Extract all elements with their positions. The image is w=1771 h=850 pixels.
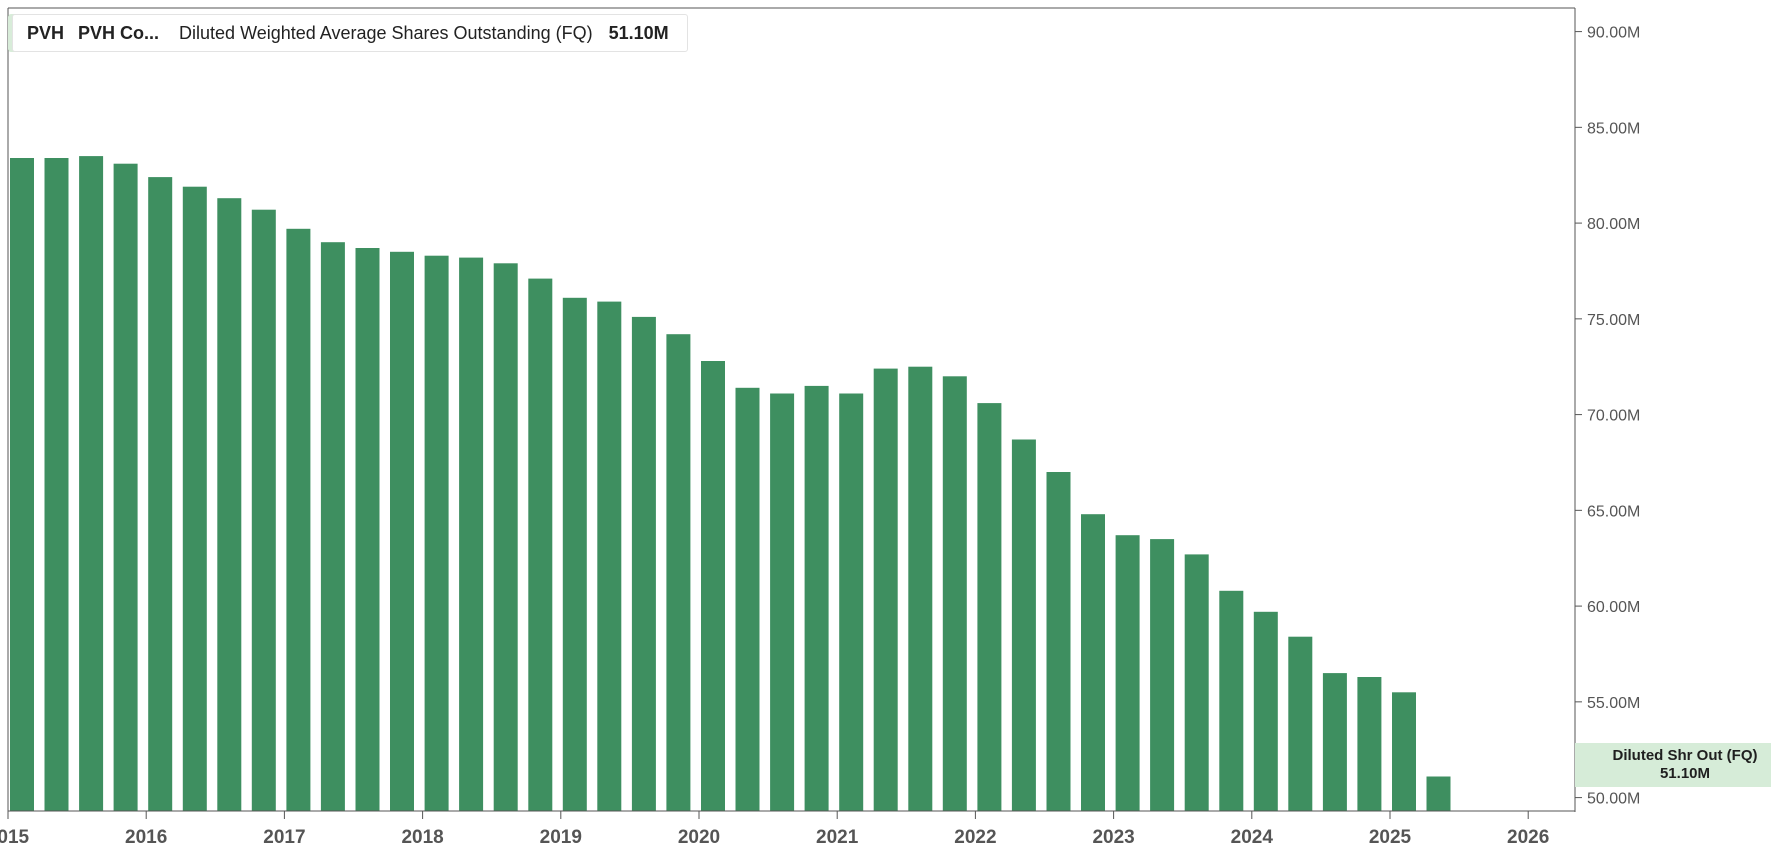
bar[interactable] [908, 366, 933, 811]
x-tick-label: 2018 [401, 827, 443, 848]
y-axis: 90.00M 85.00M 80.00M 75.00M 70.00M 65.00M 60.0… [1575, 25, 1640, 808]
bar[interactable] [1046, 472, 1071, 811]
legend-current-value: 51.10M [608, 22, 669, 43]
x-tick-label: 2017 [263, 827, 305, 848]
x-tick-label: 2022 [954, 827, 996, 848]
bar[interactable] [1219, 590, 1244, 811]
bar[interactable] [286, 228, 311, 812]
y-tick-label: 75.00M [1587, 312, 1640, 329]
x-axis: 2015 2016 2017 2018 2019 2020 2021 2022 2023 2024… [0, 811, 1549, 848]
series-legend[interactable]: PVH PVH Co... Diluted Weighted Average S… [12, 14, 688, 52]
bar[interactable] [113, 163, 138, 811]
bar[interactable] [666, 334, 691, 811]
y-tick-label: 55.00M [1587, 695, 1640, 712]
bar[interactable] [1011, 439, 1036, 812]
x-tick-label: 2016 [125, 827, 167, 848]
bar[interactable] [977, 403, 1002, 811]
bar[interactable] [251, 209, 276, 811]
x-tick-label: 2020 [678, 827, 720, 848]
x-tick-label: 2023 [1092, 827, 1134, 848]
legend-ticker: PVH [27, 22, 65, 43]
bar[interactable] [1115, 535, 1140, 811]
bar[interactable] [1357, 677, 1382, 811]
last-value-label: Diluted Shr Out (FQ) 51.10M [1575, 743, 1771, 787]
last-value-label-value: 51.10M [1659, 765, 1711, 782]
y-tick-label: 70.00M [1587, 408, 1640, 425]
bar[interactable] [1392, 692, 1416, 811]
y-tick-label: 65.00M [1587, 503, 1640, 520]
bar[interactable] [217, 198, 242, 811]
legend-metric-name: Diluted Weighted Average Shares Outstand… [179, 22, 593, 43]
bar[interactable] [424, 255, 449, 811]
bar[interactable] [1150, 539, 1175, 811]
bar[interactable] [1184, 554, 1209, 811]
legend-company-name: PVH Co... [78, 22, 160, 43]
bar[interactable] [1426, 776, 1451, 812]
bar[interactable] [1081, 514, 1105, 811]
bar[interactable] [10, 158, 34, 811]
bar-series [10, 156, 1451, 812]
x-tick-label: 2015 [0, 827, 30, 848]
x-tick-label: 2025 [1369, 827, 1412, 848]
bar[interactable] [320, 242, 345, 811]
x-tick-label: 2026 [1507, 827, 1549, 848]
last-value-label-name: Diluted Shr Out (FQ) [1612, 747, 1758, 764]
bar[interactable] [493, 263, 518, 811]
bar[interactable] [562, 297, 587, 811]
bar[interactable] [631, 316, 656, 811]
bar[interactable] [459, 257, 484, 812]
y-tick-label: 90.00M [1587, 25, 1640, 42]
bar[interactable] [597, 301, 622, 811]
bar[interactable] [79, 156, 104, 812]
bar[interactable] [1322, 673, 1347, 811]
bar[interactable] [528, 278, 553, 812]
bar[interactable] [1253, 611, 1278, 811]
x-tick-label: 2021 [816, 827, 859, 848]
y-tick-label: 80.00M [1587, 216, 1640, 233]
bar[interactable] [804, 385, 829, 811]
bar[interactable] [182, 186, 207, 811]
bar[interactable] [942, 376, 967, 811]
y-tick-label: 85.00M [1587, 120, 1640, 137]
x-tick-label: 2024 [1231, 827, 1274, 848]
bar[interactable] [148, 177, 173, 812]
x-tick-label: 2019 [540, 827, 582, 848]
bar[interactable] [873, 368, 898, 811]
bar[interactable] [44, 158, 69, 811]
bar[interactable] [770, 393, 795, 812]
bar[interactable] [1288, 636, 1313, 811]
bar[interactable] [390, 251, 414, 812]
bar[interactable] [735, 387, 760, 811]
bar[interactable] [355, 248, 380, 811]
bar[interactable] [701, 361, 725, 811]
y-tick-label: 50.00M [1587, 791, 1640, 808]
y-tick-label: 60.00M [1587, 599, 1640, 616]
bar[interactable] [839, 393, 864, 812]
